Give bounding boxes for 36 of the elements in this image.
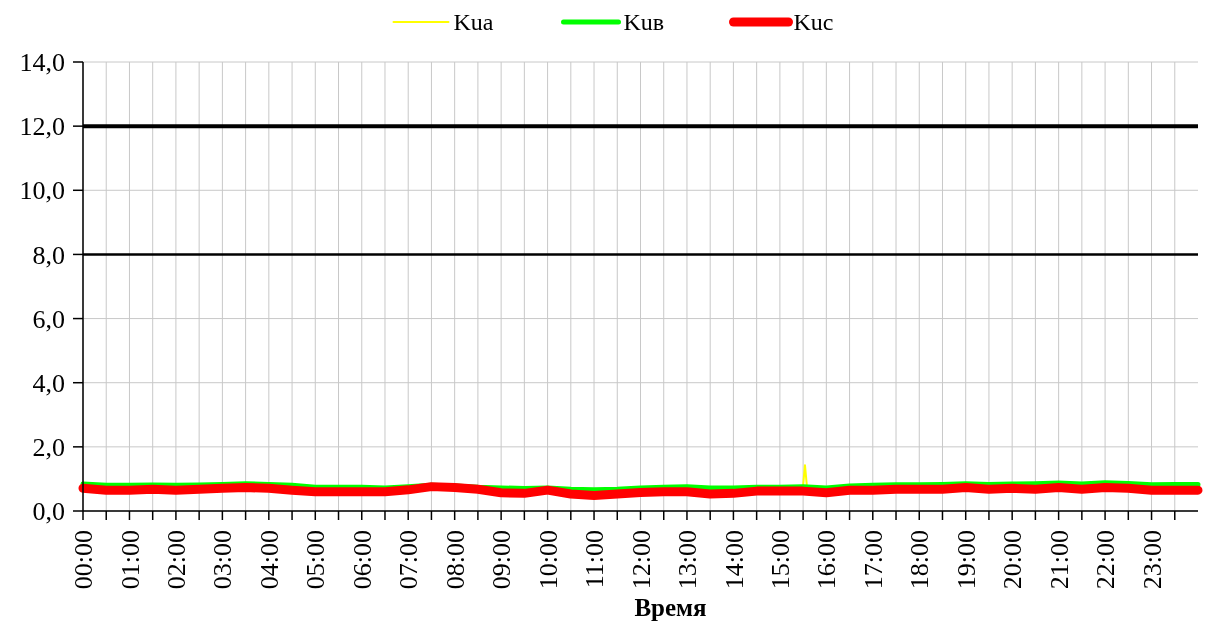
x-tick-label: 10:00 [533,530,563,590]
y-tick-label: 0,0 [32,497,65,527]
y-tick-label: 10,0 [19,176,65,206]
x-tick-label: 19:00 [951,530,981,590]
x-tick-label: 03:00 [208,530,238,590]
legend-label: Kua [453,9,494,36]
x-tick-label: 07:00 [394,530,424,590]
x-tick-label: 18:00 [905,530,935,590]
legend-label: Kuc [793,9,834,36]
y-tick-label: 4,0 [32,368,65,398]
x-tick-label: 02:00 [162,530,192,590]
x-tick-label: 16:00 [812,530,842,590]
x-axis-title: Время [634,594,707,621]
x-tick-label: 06:00 [347,530,377,590]
x-tick-label: 23:00 [1137,530,1167,590]
x-tick-label: 11:00 [580,530,610,589]
y-tick-label: 12,0 [19,112,65,142]
x-tick-label: 08:00 [440,530,470,590]
y-tick-label: 8,0 [32,240,65,270]
x-tick-label: 05:00 [301,530,331,590]
x-tick-label: 15:00 [765,530,795,590]
x-tick-label: 12:00 [626,530,656,590]
x-tick-label: 01:00 [115,530,145,590]
x-tick-label: 14:00 [719,530,749,590]
legend-label: Kuв [623,9,665,36]
y-tick-label: 14,0 [19,48,65,78]
x-tick-label: 22:00 [1091,530,1121,590]
x-tick-label: 00:00 [69,530,99,590]
y-tick-label: 6,0 [32,304,65,334]
x-tick-label: 04:00 [254,530,284,590]
y-tick-label: 2,0 [32,432,65,462]
x-tick-label: 21:00 [1044,530,1074,590]
x-tick-label: 20:00 [998,530,1028,590]
x-tick-label: 09:00 [487,530,517,590]
x-tick-label: 17:00 [858,530,888,590]
x-tick-label: 13:00 [673,530,703,590]
